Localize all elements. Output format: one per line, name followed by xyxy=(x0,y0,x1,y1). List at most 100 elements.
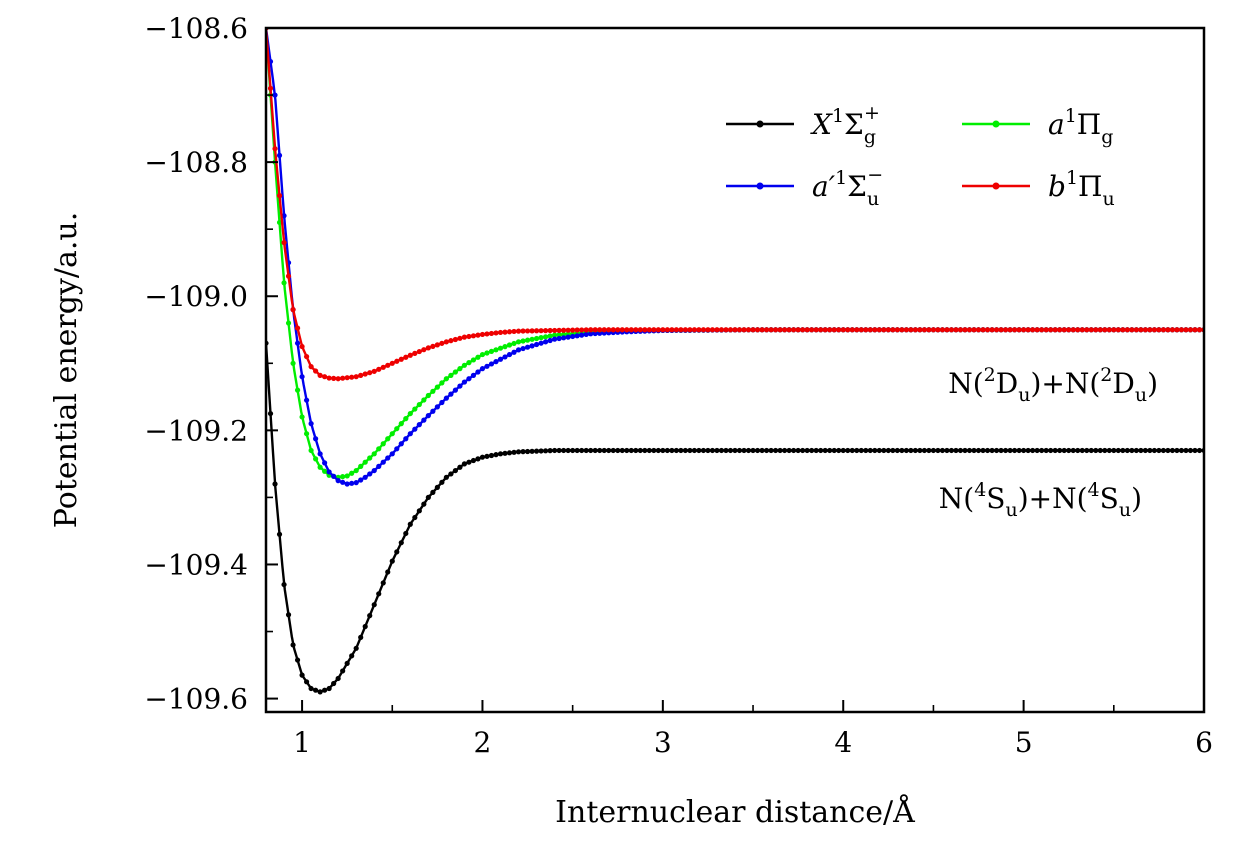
data-point xyxy=(322,687,328,693)
data-point xyxy=(403,354,409,360)
data-point xyxy=(272,146,278,152)
data-point xyxy=(1016,327,1022,333)
data-point xyxy=(1079,447,1085,454)
data-point xyxy=(998,327,1004,333)
data-point xyxy=(434,342,440,348)
data-point xyxy=(290,360,296,366)
legend-label: b1Πu xyxy=(1048,167,1115,210)
data-point xyxy=(515,339,522,345)
data-point xyxy=(313,687,319,693)
data-point xyxy=(479,366,486,372)
data-point xyxy=(529,328,535,334)
data-point xyxy=(470,357,477,363)
data-point xyxy=(1043,447,1049,454)
data-point xyxy=(827,447,833,454)
data-point xyxy=(349,653,355,659)
data-point xyxy=(565,334,571,340)
data-point xyxy=(285,320,292,326)
data-point xyxy=(470,333,477,339)
data-point xyxy=(335,478,341,484)
data-point xyxy=(493,359,499,365)
data-point xyxy=(615,327,621,333)
data-point xyxy=(484,453,490,459)
data-point xyxy=(682,447,688,454)
data-point xyxy=(524,448,531,455)
data-point xyxy=(272,481,278,487)
data-point xyxy=(1075,327,1081,333)
data-point xyxy=(520,328,526,334)
data-point xyxy=(1021,447,1027,454)
data-point xyxy=(1196,327,1203,333)
data-point xyxy=(583,331,589,338)
data-point xyxy=(1093,447,1099,454)
data-point xyxy=(935,327,941,333)
data-point xyxy=(1138,447,1144,454)
data-point xyxy=(800,327,806,333)
data-point xyxy=(479,331,486,338)
data-point xyxy=(533,448,540,454)
data-point xyxy=(493,347,499,353)
data-point xyxy=(470,372,477,378)
data-point xyxy=(1178,327,1185,333)
data-point xyxy=(885,447,891,454)
data-point xyxy=(358,463,364,469)
data-point xyxy=(398,441,404,447)
data-point xyxy=(633,447,639,454)
data-point xyxy=(912,447,918,454)
data-point xyxy=(921,327,928,333)
data-point xyxy=(795,447,801,454)
y-tick-label: −108.8 xyxy=(144,146,248,179)
data-point xyxy=(403,530,409,537)
data-point xyxy=(484,350,490,356)
data-point xyxy=(565,447,571,454)
data-point xyxy=(579,332,585,338)
data-point xyxy=(1093,327,1099,333)
data-point xyxy=(1088,447,1094,454)
data-point xyxy=(1147,327,1153,333)
data-point xyxy=(353,480,359,486)
y-tick-label: −109.2 xyxy=(144,414,248,447)
series-line-4 xyxy=(266,28,1204,380)
data-point xyxy=(1111,447,1117,454)
data-point xyxy=(583,447,589,454)
data-point xyxy=(606,447,612,454)
data-point xyxy=(1102,447,1108,454)
data-point xyxy=(367,471,373,477)
data-point xyxy=(1196,447,1203,454)
data-point xyxy=(975,327,982,333)
data-point xyxy=(475,354,481,360)
data-point xyxy=(511,349,517,355)
data-point xyxy=(506,342,513,348)
data-point xyxy=(294,387,301,393)
lower-asymptote: N(4Su)+N(4Su) xyxy=(939,479,1142,521)
data-point xyxy=(606,327,612,333)
data-point xyxy=(488,330,495,337)
data-point xyxy=(524,337,531,343)
data-point xyxy=(899,327,905,333)
data-point xyxy=(845,327,851,333)
data-point xyxy=(696,327,702,333)
data-point xyxy=(313,436,319,442)
data-point xyxy=(326,685,332,692)
data-point xyxy=(475,332,481,338)
data-point xyxy=(957,447,964,454)
data-point xyxy=(1120,447,1126,454)
data-point xyxy=(1070,447,1076,454)
data-point xyxy=(344,375,350,381)
data-point xyxy=(1039,327,1045,333)
data-point xyxy=(1174,327,1180,333)
data-point xyxy=(362,371,368,377)
data-point xyxy=(1048,327,1054,333)
data-point xyxy=(285,273,292,279)
data-point xyxy=(660,327,666,333)
legend-marker xyxy=(992,182,1000,190)
data-point xyxy=(389,431,395,437)
data-point xyxy=(547,448,553,454)
data-point xyxy=(430,343,436,349)
data-point xyxy=(457,366,463,372)
data-point xyxy=(646,447,652,454)
data-point xyxy=(1165,447,1171,454)
data-point xyxy=(1007,447,1013,454)
data-point xyxy=(457,335,463,341)
data-point xyxy=(777,327,783,333)
